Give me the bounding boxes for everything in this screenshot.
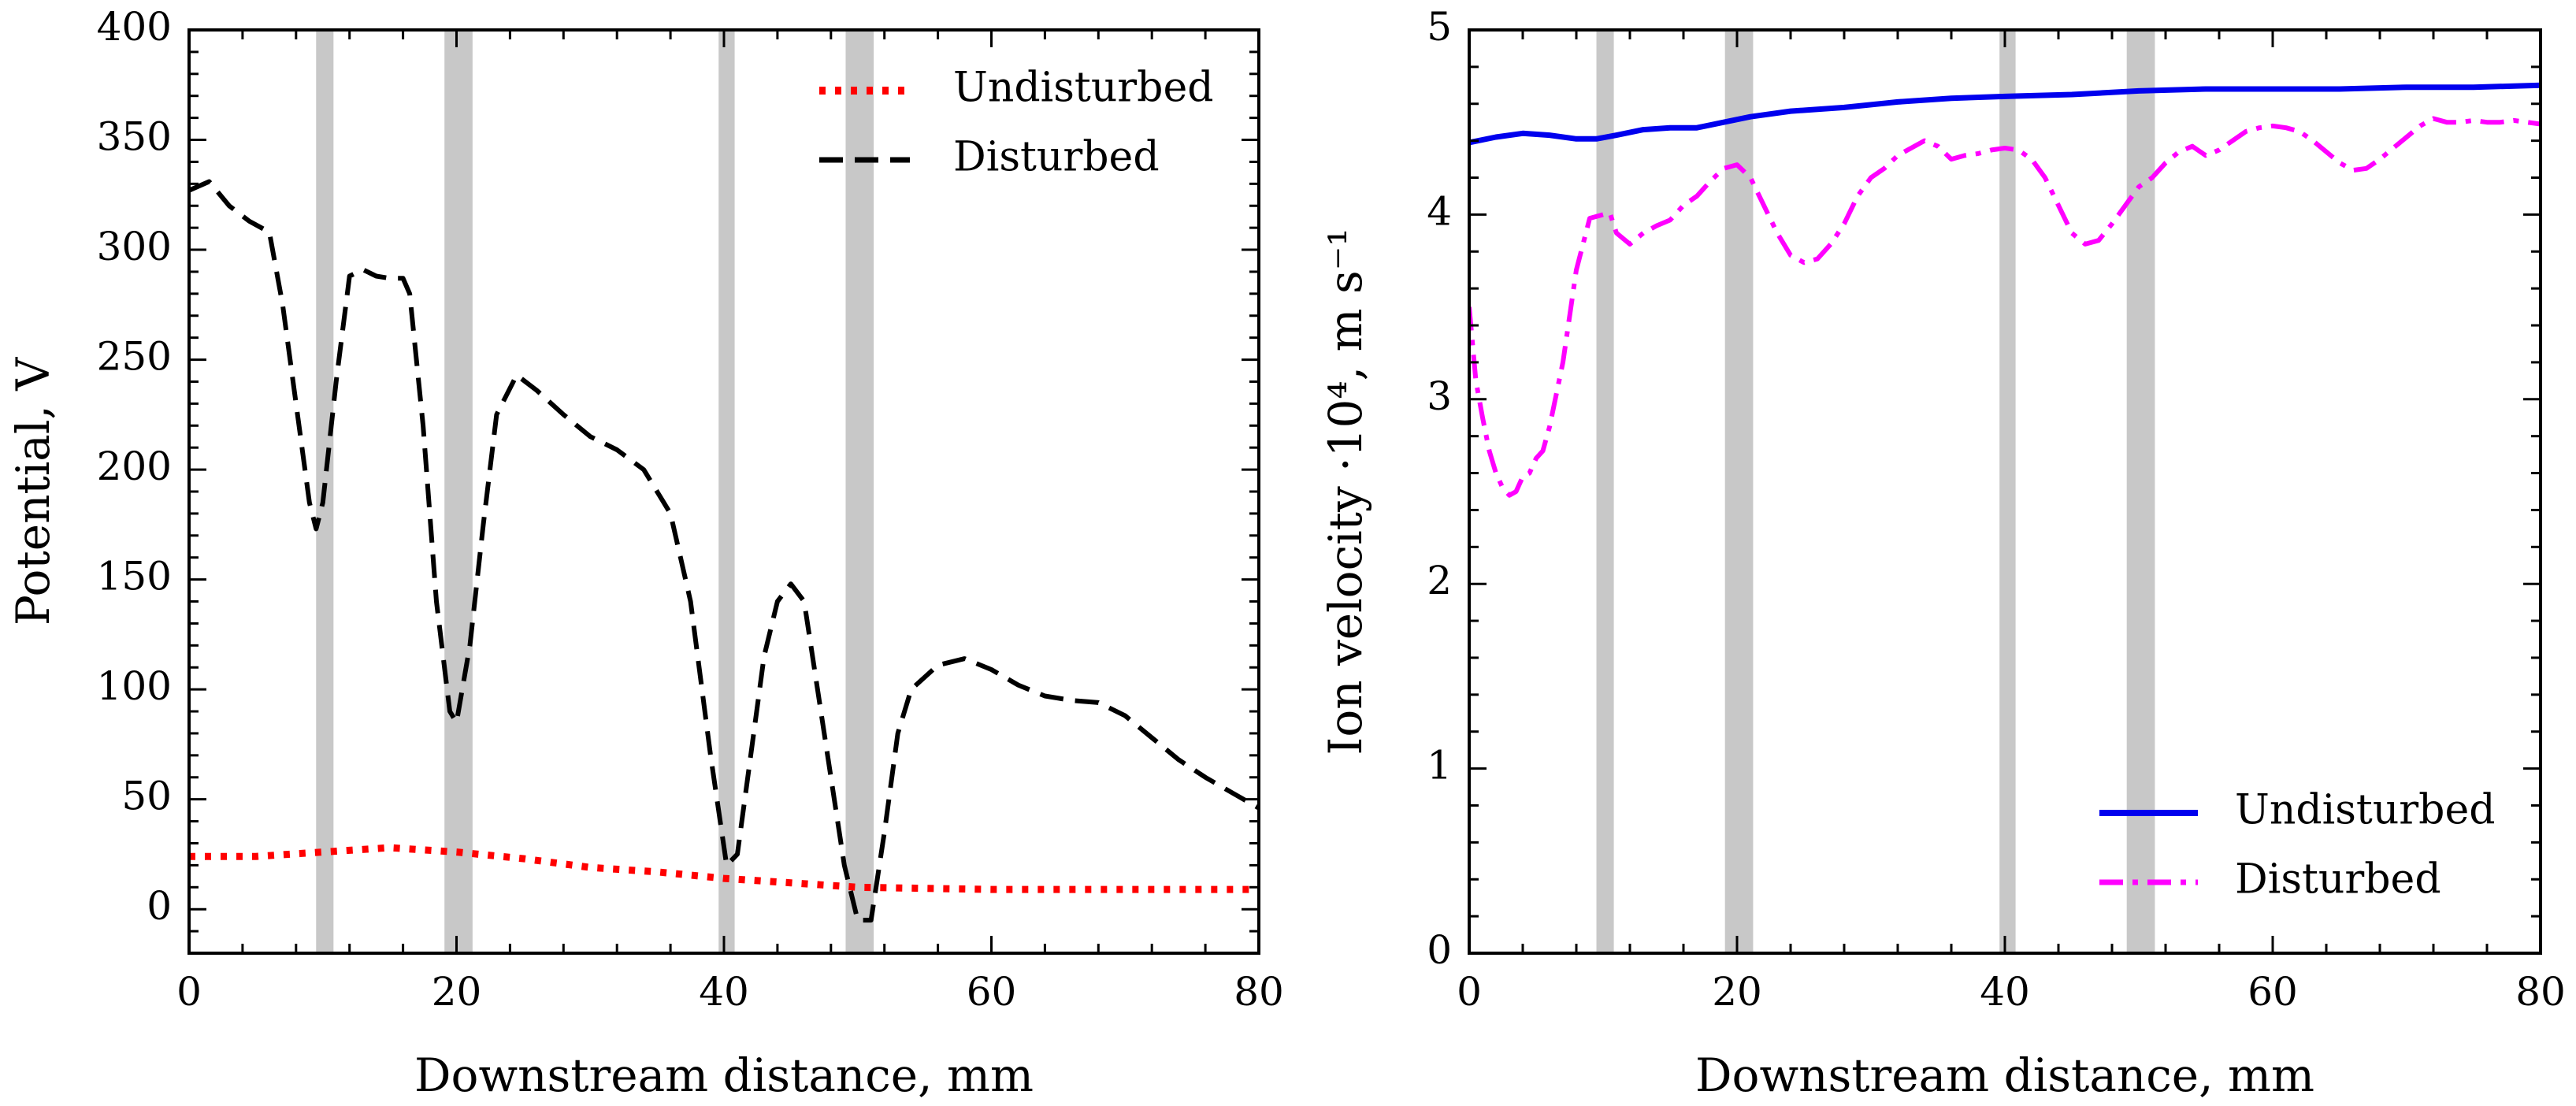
y-tick-label: 150 [97, 554, 172, 599]
y-tick-label: 350 [97, 114, 172, 160]
legend-label-disturbed: Disturbed [2235, 856, 2441, 904]
x-tick-label: 80 [1234, 969, 1284, 1015]
x-tick-label: 20 [432, 969, 482, 1015]
y-tick-label: 3 [1427, 373, 1452, 419]
legend-label-disturbed: Disturbed [953, 134, 1160, 181]
x-tick-label: 80 [2515, 969, 2566, 1015]
y-tick-label: 5 [1427, 4, 1452, 50]
y-tick-label: 50 [121, 774, 172, 819]
series-line-undisturbed [1469, 82, 2541, 146]
y-tick-label: 100 [97, 663, 172, 709]
x-tick-labels: 0 20 40 60 80 [176, 969, 1284, 1015]
shaded-band [444, 30, 473, 953]
y-tick-label: 300 [97, 224, 172, 269]
series-group [189, 179, 1259, 923]
y-tick-label: 0 [147, 883, 172, 929]
legend: Undisturbed Disturbed [2099, 787, 2496, 904]
series-line-disturbed [1469, 116, 2541, 498]
x-tick-label: 60 [2248, 969, 2298, 1015]
shaded-band [845, 30, 874, 953]
shaded-band [1724, 30, 1754, 953]
ticks [187, 28, 1260, 955]
x-axis-title: Downstream distance, mm [414, 1048, 1034, 1102]
y-tick-label: 250 [97, 334, 172, 380]
shaded-band [718, 30, 735, 953]
y-tick-label: 4 [1427, 188, 1452, 234]
electrode-bands [1596, 30, 2155, 953]
y-tick-label: 2 [1427, 558, 1452, 603]
legend-label-undisturbed: Undisturbed [2235, 787, 2496, 834]
ticks [1468, 28, 2542, 955]
y-tick-labels: 0 50 100 150 200 250 300 350 400 [97, 4, 172, 929]
shaded-band [1596, 30, 1614, 953]
series-group [1469, 82, 2541, 498]
x-tick-label: 0 [1457, 969, 1482, 1015]
electrode-bands [316, 30, 874, 953]
y-axis-title: Potential, V [6, 357, 60, 625]
x-tick-label: 60 [967, 969, 1017, 1015]
x-tick-label: 0 [176, 969, 202, 1015]
ion-velocity-panel: 0 20 40 60 80 0 1 2 3 4 5 Downstream dis… [1319, 4, 2566, 1102]
legend-label-undisturbed: Undisturbed [953, 65, 1214, 112]
x-tick-labels: 0 20 40 60 80 [1457, 969, 2566, 1015]
y-axis-title: Ion velocity ·10⁴, m s⁻¹ [1319, 228, 1372, 755]
y-tick-label: 1 [1427, 743, 1452, 789]
x-axis-title: Downstream distance, mm [1695, 1048, 2314, 1102]
series-line-disturbed [189, 179, 1259, 923]
potential-panel: 0 20 40 60 80 0 50 100 150 200 250 300 3… [6, 4, 1284, 1102]
legend: Undisturbed Disturbed [819, 65, 1214, 181]
series-line-undisturbed [189, 844, 1259, 893]
y-tick-label: 400 [97, 4, 172, 50]
y-tick-labels: 0 1 2 3 4 5 [1427, 4, 1452, 973]
x-tick-label: 40 [1980, 969, 2030, 1015]
y-tick-label: 200 [97, 444, 172, 489]
y-tick-label: 0 [1427, 927, 1452, 973]
x-tick-label: 40 [699, 969, 749, 1015]
shaded-band [1999, 30, 2016, 953]
x-tick-label: 20 [1712, 969, 1762, 1015]
